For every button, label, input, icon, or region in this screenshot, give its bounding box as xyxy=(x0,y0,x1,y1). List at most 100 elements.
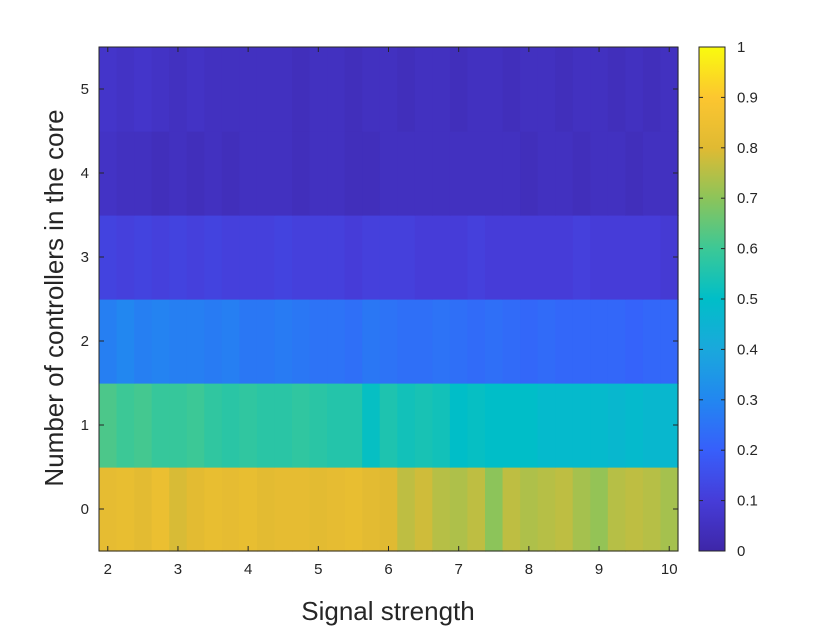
heatmap-cell xyxy=(502,215,521,300)
heatmap-cell xyxy=(397,47,416,132)
heatmap-cell xyxy=(537,383,556,468)
heatmap-cell xyxy=(660,47,679,132)
heatmap-cell xyxy=(169,299,188,384)
heatmap-cell xyxy=(274,467,293,552)
heatmap-cell xyxy=(555,383,574,468)
heatmap-cell xyxy=(309,215,328,300)
heatmap-cell xyxy=(134,383,153,468)
heatmap-cell xyxy=(362,467,381,552)
heatmap-cell xyxy=(572,131,591,216)
heatmap-cell xyxy=(292,47,311,132)
heatmap-cell xyxy=(590,383,609,468)
heatmap-cell xyxy=(432,215,451,300)
heatmap-cell xyxy=(432,47,451,132)
heatmap-cell xyxy=(660,299,679,384)
heatmap-cell xyxy=(116,383,135,468)
heatmap-cell xyxy=(309,383,328,468)
heatmap-cell xyxy=(327,215,346,300)
colorbar-tick-label: 0.1 xyxy=(737,493,758,510)
heatmap-cell xyxy=(485,383,504,468)
heatmap-cell xyxy=(502,299,521,384)
heatmap-cell xyxy=(327,467,346,552)
heatmap-cell xyxy=(362,383,381,468)
heatmap-cell xyxy=(449,467,469,552)
heatmap-cell xyxy=(642,467,662,552)
heatmap-cell xyxy=(274,383,293,468)
colorbar-tick-label: 0.9 xyxy=(737,89,758,106)
heatmap-cell xyxy=(292,131,311,216)
heatmap-cell xyxy=(449,383,469,468)
heatmap-cell xyxy=(256,215,276,300)
heatmap-cell xyxy=(169,131,188,216)
heatmap-cell xyxy=(607,47,626,132)
heatmap-cell xyxy=(116,299,135,384)
heatmap-cell xyxy=(607,131,626,216)
heatmap-cell xyxy=(537,215,556,300)
heatmap-cell xyxy=(204,131,223,216)
heatmap-cell xyxy=(256,467,276,552)
heatmap-cell xyxy=(204,383,223,468)
colorbar-tick-label: 0 xyxy=(737,543,745,560)
heatmap-cell xyxy=(362,299,381,384)
heatmap-cell xyxy=(344,47,363,132)
x-axis-title: Signal strength xyxy=(301,596,474,626)
heatmap-cell xyxy=(555,299,574,384)
heatmap-cell xyxy=(151,47,170,132)
colorbar-tick-label: 1 xyxy=(737,39,745,56)
heatmap-cell xyxy=(467,47,486,132)
heatmap-cell xyxy=(151,299,170,384)
heatmap-cell xyxy=(555,131,574,216)
heatmap-cell xyxy=(221,383,240,468)
y-axis-title: Number of controllers in the core xyxy=(39,109,69,486)
colorbar-tick-label: 0.2 xyxy=(737,442,758,459)
heatmap-cell xyxy=(292,467,311,552)
heatmap-cell xyxy=(169,467,188,552)
heatmap-cell xyxy=(590,47,609,132)
heatmap-cell xyxy=(537,47,556,132)
x-tick-label: 6 xyxy=(384,561,392,578)
heatmap-cell xyxy=(327,47,346,132)
heatmap-cell xyxy=(502,383,521,468)
heatmap-cell xyxy=(362,215,381,300)
heatmap-cell xyxy=(239,131,258,216)
heatmap-cell xyxy=(590,215,609,300)
heatmap-cell xyxy=(520,131,539,216)
heatmap-cell xyxy=(467,131,486,216)
x-tick-label: 5 xyxy=(314,561,322,578)
heatmap-cell xyxy=(660,467,679,552)
heatmap-cell xyxy=(344,299,363,384)
heatmap-cell xyxy=(274,299,293,384)
heatmap-cell xyxy=(607,467,626,552)
heatmap-cell xyxy=(379,215,398,300)
heatmap-cell xyxy=(151,131,170,216)
heatmap-cell xyxy=(344,383,363,468)
heatmap-cell xyxy=(502,131,521,216)
heatmap-cell xyxy=(414,131,433,216)
heatmap-cell xyxy=(432,383,451,468)
heatmap-cell xyxy=(116,131,135,216)
x-tick-label: 7 xyxy=(455,561,463,578)
heatmap-cell xyxy=(625,383,644,468)
heatmap-cell xyxy=(204,215,223,300)
heatmap-cell xyxy=(485,215,504,300)
heatmap-cell xyxy=(660,383,679,468)
heatmap-cell xyxy=(397,299,416,384)
heatmap-cell xyxy=(537,467,556,552)
heatmap-cell xyxy=(485,299,504,384)
heatmap-cell xyxy=(256,383,276,468)
x-tick-label: 2 xyxy=(104,561,112,578)
heatmap-cell xyxy=(485,131,504,216)
heatmap-cell xyxy=(186,299,205,384)
heatmap-cell xyxy=(590,467,609,552)
colorbar-tick-label: 0.8 xyxy=(737,140,758,157)
heatmap-cell xyxy=(134,131,153,216)
heatmap-cell xyxy=(186,131,205,216)
heatmap-cell xyxy=(239,467,258,552)
heatmap-cell xyxy=(362,131,381,216)
heatmap-cell xyxy=(642,131,662,216)
heatmap-cell xyxy=(99,47,118,132)
heatmap-cell xyxy=(502,467,521,552)
heatmap-cell xyxy=(572,383,591,468)
y-tick-label: 2 xyxy=(81,333,89,350)
